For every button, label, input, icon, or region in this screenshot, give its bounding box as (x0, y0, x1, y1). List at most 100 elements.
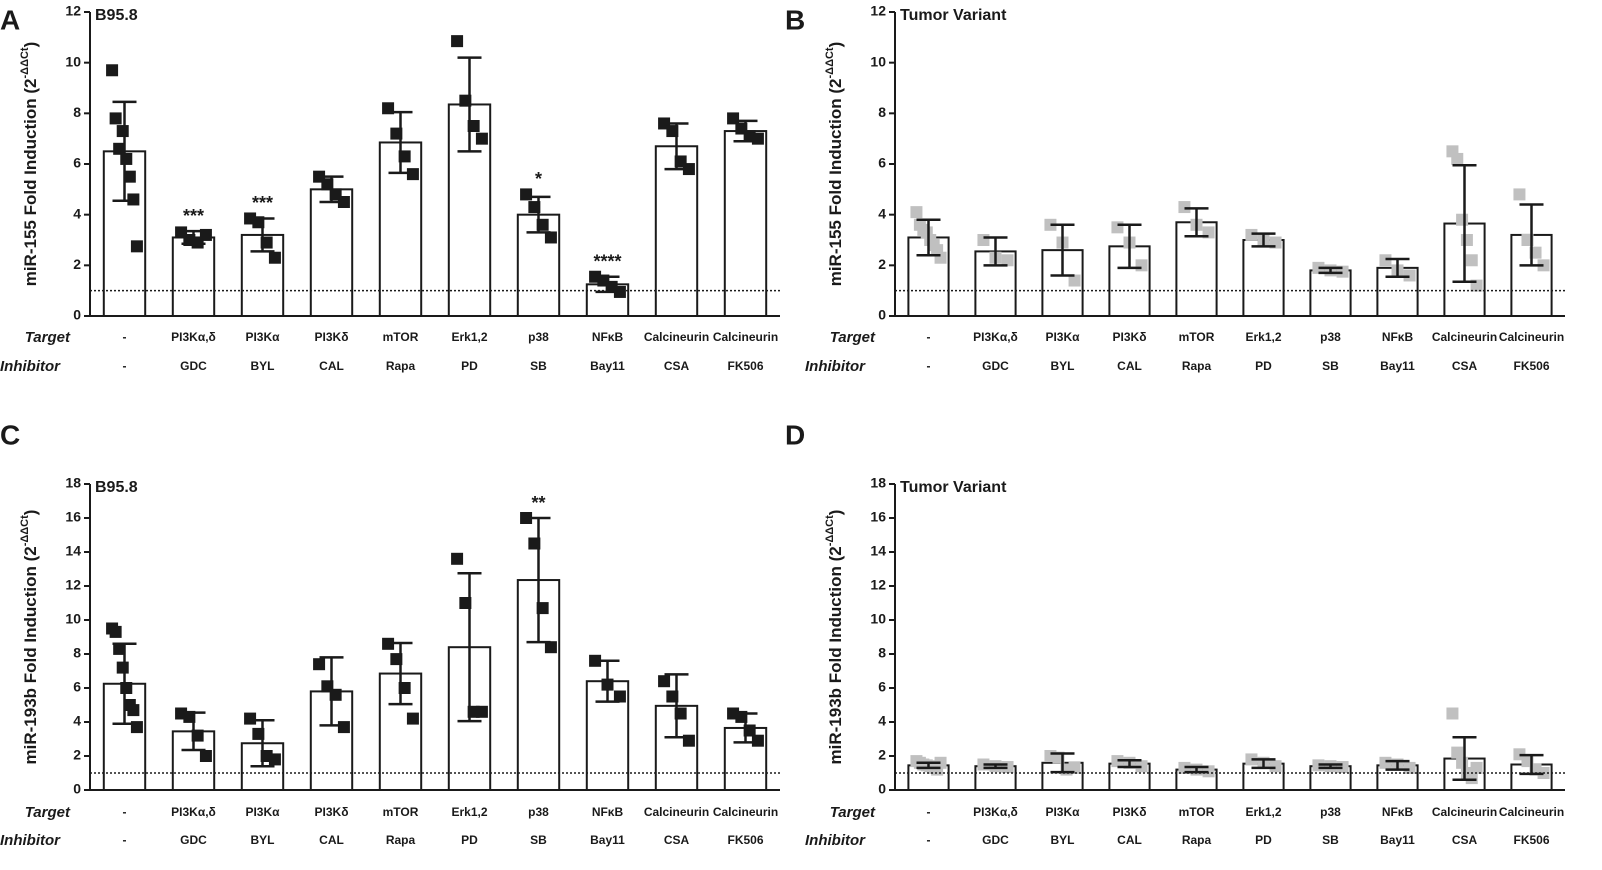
y-tick-label: 2 (878, 747, 886, 763)
error-bar (1050, 752, 1075, 774)
x-tick-label: Calcineurin (713, 330, 778, 344)
error-bar (181, 229, 206, 246)
data-point (544, 231, 557, 244)
y-axis-label: miR-155 Fold Induction (2-ΔΔCt) (19, 42, 41, 287)
error-bar (526, 516, 551, 644)
panel-title: Tumor Variant (900, 479, 1007, 496)
data-point (113, 142, 126, 155)
data-point (751, 132, 764, 145)
error-bar (1385, 257, 1410, 278)
y-tick-label: 6 (878, 155, 886, 171)
x-tick-label: SB (1322, 359, 1339, 373)
x-tick-label: mTOR (383, 805, 419, 819)
row-label: Target (25, 804, 71, 821)
data-point (1312, 261, 1325, 274)
panel-letter: D (785, 419, 805, 450)
data-point (244, 712, 257, 725)
y-tick-label: 8 (878, 104, 886, 120)
y-axis-label-part: -ΔΔCt (824, 515, 836, 546)
x-tick-label: NFκB (592, 805, 624, 819)
y-tick-label: 18 (870, 475, 886, 491)
x-tick-label: - (123, 805, 127, 819)
x-tick-label: BYL (1051, 359, 1075, 373)
x-tick-label: Calcineurin (1499, 805, 1564, 819)
data-point (1456, 213, 1469, 226)
y-axis-label-part: miR-193b Fold Induction (2 (826, 546, 845, 764)
x-tick-label: FK506 (1513, 833, 1549, 847)
y-tick-label: 0 (878, 781, 886, 797)
x-tick-label: p38 (1320, 805, 1341, 819)
y-axis-label-part: miR-155 Fold Induction (2 (826, 78, 845, 286)
y-tick-label: 18 (65, 475, 81, 491)
data-point (934, 251, 947, 264)
data-point (451, 35, 464, 48)
y-tick-label: 6 (73, 679, 81, 695)
data-point (313, 658, 326, 671)
y-tick-label: 10 (870, 53, 886, 69)
error-bar (916, 218, 941, 257)
y-axis-label: miR-155 Fold Induction (2-ΔΔCt) (824, 42, 846, 287)
significance-label: * (535, 169, 542, 189)
data-point (127, 704, 140, 717)
data-point (1446, 707, 1459, 720)
x-tick-label: NFκB (1382, 330, 1414, 344)
x-tick-label: CAL (319, 833, 344, 847)
data-point (120, 152, 133, 165)
error-bar (388, 641, 413, 706)
error-bar (1318, 763, 1343, 770)
x-tick-label: SB (1322, 833, 1339, 847)
error-bar (319, 656, 344, 727)
data-point (1111, 221, 1124, 234)
x-tick-label: CAL (1117, 359, 1142, 373)
x-tick-label: GDC (982, 833, 1009, 847)
data-point (1403, 761, 1416, 774)
error-bar (457, 572, 482, 723)
x-tick-label: BYL (251, 359, 275, 373)
x-tick-label: BYL (1051, 833, 1075, 847)
error-bar (1117, 223, 1142, 270)
row-label: Inhibitor (805, 358, 866, 375)
y-tick-label: 4 (73, 713, 81, 729)
data-point (127, 193, 140, 206)
data-point (406, 168, 419, 181)
x-tick-label: PI3Kδ (315, 330, 349, 344)
error-bar (595, 659, 620, 703)
data-point (1245, 753, 1258, 766)
x-tick-label: Bay11 (590, 359, 625, 373)
y-tick-label: 12 (65, 3, 81, 19)
x-tick-label: Bay11 (1380, 359, 1415, 373)
y-tick-label: 14 (870, 543, 886, 559)
x-tick-label: FK506 (727, 359, 763, 373)
row-label: Inhibitor (0, 832, 61, 849)
significance-label: ** (531, 493, 545, 513)
data-point (1513, 188, 1526, 201)
x-tick-label: PD (1255, 833, 1272, 847)
row-label: Target (830, 329, 876, 346)
y-tick-label: 12 (870, 577, 886, 593)
x-tick-label: - (927, 805, 931, 819)
data-point (1135, 760, 1148, 773)
error-bar (1519, 203, 1544, 267)
y-tick-label: 8 (73, 104, 81, 120)
error-bar (1184, 207, 1209, 238)
data-point (613, 285, 626, 298)
x-tick-label: CSA (1452, 359, 1478, 373)
y-tick-label: 16 (870, 509, 886, 525)
data-point (1537, 259, 1550, 272)
data-point (252, 727, 265, 740)
y-axis-label: miR-193b Fold Induction (2-ΔΔCt) (824, 510, 846, 765)
x-tick-label: Bay11 (1380, 833, 1415, 847)
data-point (120, 682, 133, 694)
data-point (123, 170, 136, 183)
data-point (1451, 746, 1464, 759)
y-axis-label-part: -ΔΔCt (19, 47, 31, 78)
error-bar (733, 712, 758, 744)
data-point (1135, 259, 1148, 272)
x-tick-label: p38 (528, 805, 549, 819)
data-point (1068, 274, 1081, 287)
y-axis-label-part: -ΔΔCt (19, 515, 31, 546)
x-tick-label: Calcineurin (1499, 330, 1564, 344)
data-point (1245, 228, 1258, 241)
x-tick-label: p38 (1320, 330, 1341, 344)
